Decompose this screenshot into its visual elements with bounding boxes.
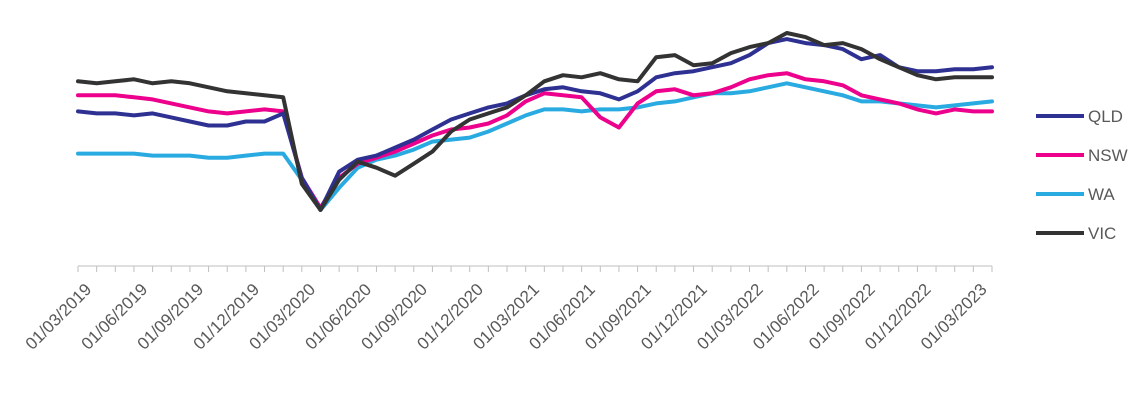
legend-label-vic: VIC	[1088, 224, 1116, 243]
legend-label-qld: QLD	[1088, 107, 1123, 126]
series-line-qld	[76, 37, 994, 212]
legend-label-nsw: NSW	[1088, 146, 1128, 165]
legend-label-wa: WA	[1088, 185, 1115, 204]
x-axis-ticks: 01/03/201901/06/201901/09/201901/12/2019…	[22, 266, 993, 353]
series-line-wa	[76, 81, 994, 212]
series-line-nsw	[76, 71, 994, 210]
legend: QLD NSW WA VIC	[1036, 107, 1128, 243]
series-line-vic	[76, 31, 994, 212]
series-layer	[76, 31, 994, 212]
